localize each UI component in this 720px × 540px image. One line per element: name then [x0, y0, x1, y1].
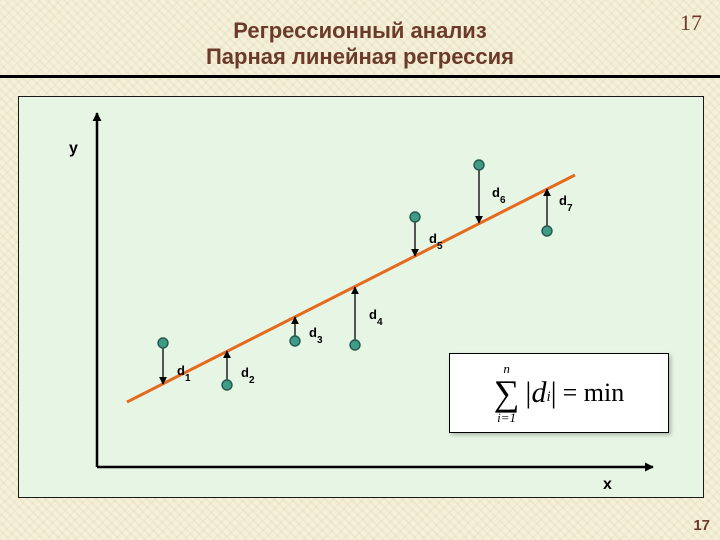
residual-label-d3: d3 — [309, 325, 323, 346]
data-point-7 — [542, 226, 552, 236]
residual-label-d4: d4 — [369, 307, 383, 328]
data-point-1 — [158, 338, 168, 348]
data-point-4 — [350, 340, 360, 350]
formula-box: n ∑ i=1 | d i | = min — [449, 353, 669, 433]
title-line1: Регрессионный анализ — [0, 18, 720, 44]
y-axis-label: y — [69, 140, 78, 157]
residual-label-d1: d1 — [177, 363, 191, 384]
title-line2: Парная линейная регрессия — [0, 44, 720, 70]
plot-svg: yxd1d2d3d4d5d6d7 — [19, 97, 703, 497]
bottom-page-number: 17 — [693, 517, 710, 534]
formula-sum-lower: i=1 — [497, 411, 516, 424]
abs-close-icon: | — [551, 376, 557, 410]
residual-label-d6: d6 — [492, 185, 506, 206]
data-point-6 — [474, 160, 484, 170]
data-point-2 — [222, 380, 232, 390]
data-point-3 — [290, 336, 300, 346]
formula-var: d — [531, 376, 546, 410]
formula-rhs: = min — [563, 378, 625, 408]
title-rule — [0, 75, 720, 78]
page-title: Регрессионный анализ Парная линейная рег… — [0, 18, 720, 71]
residual-label-d7: d7 — [559, 193, 573, 214]
data-point-5 — [410, 212, 420, 222]
sigma-icon: ∑ — [494, 375, 520, 411]
plot-area: yxd1d2d3d4d5d6d7 n ∑ i=1 | d i | = min — [18, 96, 704, 498]
x-axis-label: x — [603, 476, 612, 493]
residual-label-d2: d2 — [241, 365, 255, 386]
